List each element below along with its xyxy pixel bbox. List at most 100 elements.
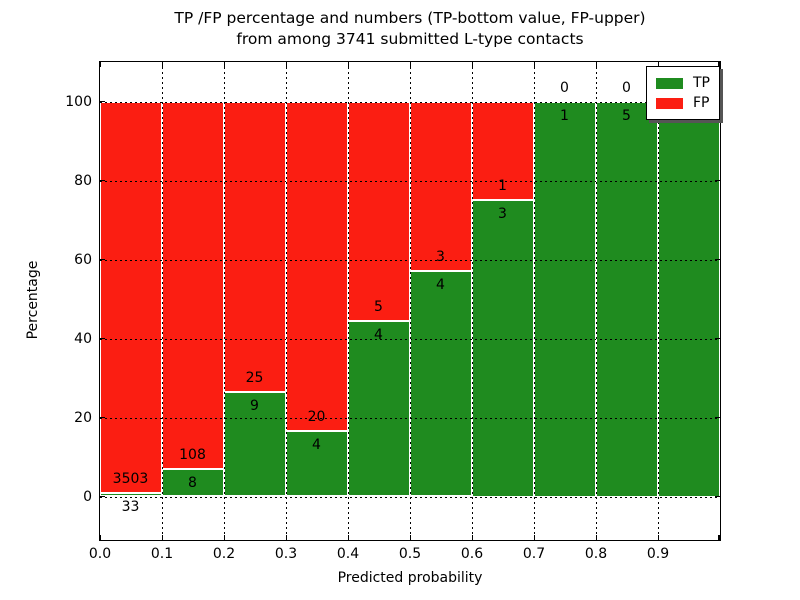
x-tick-mark-top <box>347 61 349 67</box>
fp-count-label: 0 <box>622 79 631 96</box>
fp-count-label: 25 <box>245 369 264 386</box>
bar-tp-segment <box>347 320 410 497</box>
legend-swatch-tp <box>656 77 683 89</box>
x-tick-mark <box>718 534 720 540</box>
y-tick-label: 60 <box>74 252 92 268</box>
vertical-gridline <box>223 61 225 540</box>
bar-fp-segment <box>99 101 162 493</box>
plot-area: 3503331088259204543413010505 <box>98 60 721 541</box>
tp-count-label: 8 <box>188 475 197 492</box>
fp-count-label: 3 <box>436 248 445 265</box>
bar-tp-segment <box>161 469 224 497</box>
vertical-gridline <box>161 61 163 540</box>
x-tick-mark <box>533 534 535 540</box>
bar-fp-segment <box>161 101 224 470</box>
chart-title-line-2: from among 3741 submitted L-type contact… <box>236 30 584 48</box>
y-tick-label: 0 <box>83 489 92 505</box>
x-tick-mark-top <box>718 61 720 67</box>
x-tick-label: 0.2 <box>212 546 236 562</box>
x-tick-mark <box>471 534 473 540</box>
x-tick-label: 0.5 <box>398 546 422 562</box>
chart-title-line-1: TP /FP percentage and numbers (TP-bottom… <box>174 9 646 27</box>
bar-fp-segment <box>471 101 534 201</box>
y-tick-label: 40 <box>74 331 92 347</box>
y-tick-label: 80 <box>74 173 92 189</box>
x-tick-label: 0.4 <box>336 546 360 562</box>
bar-tp-segment <box>99 492 162 497</box>
y-tick-mark-right <box>714 258 720 260</box>
tp-count-label: 5 <box>622 107 631 124</box>
y-tick-mark <box>99 100 105 102</box>
fp-count-label: 5 <box>374 298 383 315</box>
x-tick-mark-top <box>533 61 535 67</box>
y-tick-mark-right <box>714 337 720 339</box>
x-tick-mark-top <box>161 61 163 67</box>
tp-count-label: 4 <box>312 436 321 453</box>
legend-item-fp: FP <box>647 93 719 113</box>
x-tick-mark-top <box>657 61 659 67</box>
tp-count-label: 4 <box>374 326 383 343</box>
vertical-gridline <box>285 61 287 540</box>
bar-tp-segment <box>409 270 472 497</box>
tp-count-label: 3 <box>498 206 507 223</box>
tp-count-label: 9 <box>250 397 259 414</box>
x-tick-mark-top <box>595 61 597 67</box>
y-tick-mark <box>99 416 105 418</box>
x-tick-mark-top <box>471 61 473 67</box>
x-tick-mark <box>657 534 659 540</box>
bar-tp-segment <box>595 101 658 497</box>
x-tick-label: 0.0 <box>88 546 112 562</box>
bar-tp-segment <box>657 101 720 497</box>
y-tick-label: 20 <box>74 410 92 426</box>
vertical-gridline <box>409 61 411 540</box>
x-tick-label: 0.7 <box>522 546 546 562</box>
fp-count-label: 108 <box>179 447 206 464</box>
x-tick-mark-top <box>409 61 411 67</box>
x-tick-mark <box>161 534 163 540</box>
x-tick-label: 0.3 <box>274 546 298 562</box>
bar-fp-segment <box>409 101 472 271</box>
x-tick-label: 0.6 <box>460 546 484 562</box>
y-tick-mark-right <box>714 416 720 418</box>
x-tick-mark-top <box>285 61 287 67</box>
y-tick-mark <box>99 337 105 339</box>
y-tick-mark <box>99 179 105 181</box>
x-tick-label: 0.8 <box>584 546 608 562</box>
fp-count-label: 3503 <box>112 470 149 487</box>
vertical-gridline <box>657 61 659 540</box>
legend-label-fp: FP <box>693 95 710 111</box>
x-tick-mark <box>99 534 101 540</box>
x-tick-mark-top <box>99 61 101 67</box>
legend-swatch-fp <box>656 97 683 109</box>
tp-count-label: 1 <box>560 107 569 124</box>
x-tick-mark <box>285 534 287 540</box>
bar-tp-segment <box>533 101 596 497</box>
vertical-gridline <box>471 61 473 540</box>
bar-fp-segment <box>285 101 348 431</box>
x-tick-mark-top <box>223 61 225 67</box>
legend-label-tp: TP <box>693 75 710 91</box>
y-tick-mark-right <box>714 495 720 497</box>
x-axis-label: Predicted probability <box>337 570 483 586</box>
x-tick-mark <box>347 534 349 540</box>
y-tick-mark <box>99 495 105 497</box>
bar-tp-segment <box>471 200 534 497</box>
bar-fp-segment <box>223 101 286 392</box>
fp-count-label: 1 <box>498 178 507 195</box>
x-tick-mark <box>409 534 411 540</box>
y-tick-mark <box>99 258 105 260</box>
y-tick-label: 100 <box>65 94 92 110</box>
chart-title: TP /FP percentage and numbers (TP-bottom… <box>60 8 760 50</box>
x-tick-label: 0.1 <box>150 546 174 562</box>
x-tick-mark <box>223 534 225 540</box>
tp-count-label: 4 <box>436 276 445 293</box>
x-tick-mark <box>595 534 597 540</box>
vertical-gridline <box>533 61 535 540</box>
y-axis-label: Percentage <box>25 260 41 340</box>
vertical-gridline <box>347 61 349 540</box>
legend-item-tp: TP <box>647 73 719 93</box>
bar-fp-segment <box>347 101 410 321</box>
bar-tp-segment <box>285 430 348 497</box>
y-tick-mark-right <box>714 179 720 181</box>
